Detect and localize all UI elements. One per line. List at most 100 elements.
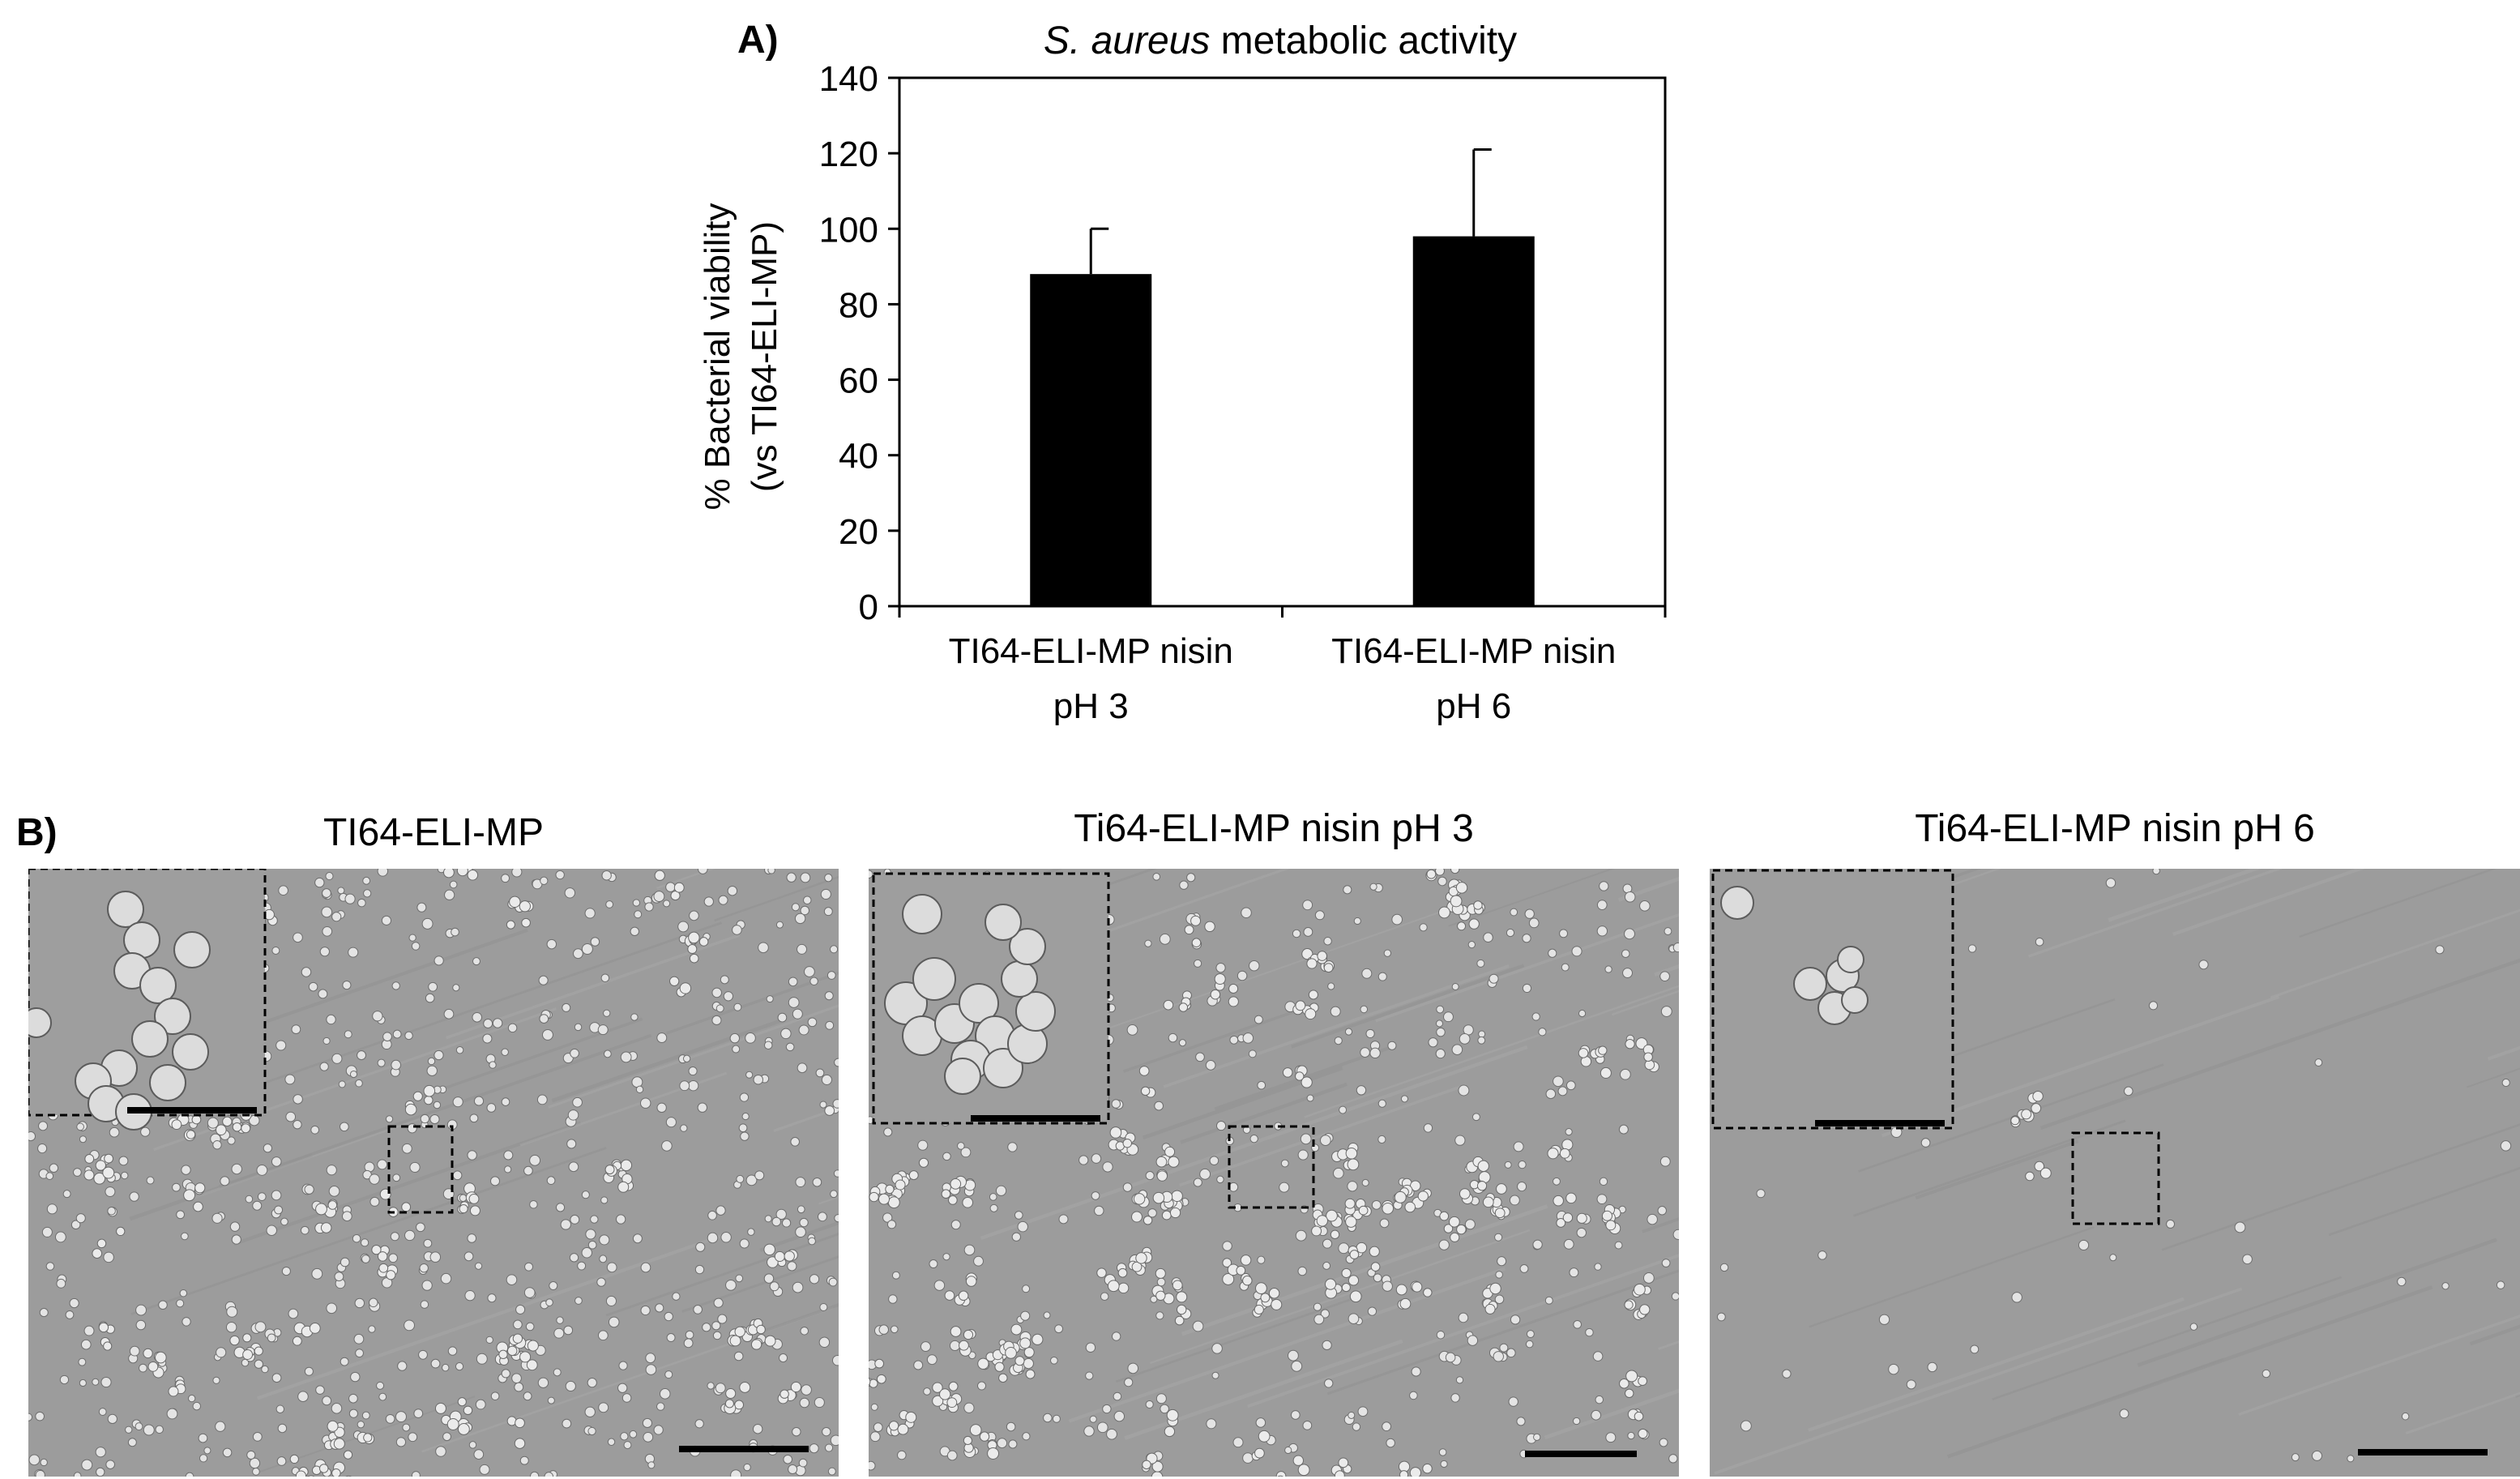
bacterial-cell	[1127, 1362, 1139, 1374]
bacterial-cell	[745, 1071, 754, 1079]
bacterial-cell	[376, 1381, 385, 1390]
bacterial-cell	[1255, 1417, 1266, 1428]
bacterial-cell	[1257, 1080, 1266, 1090]
bacterial-cell	[1496, 1183, 1507, 1195]
bacterial-cell	[798, 1458, 808, 1468]
inset-bacterial-cell	[983, 1048, 1023, 1088]
bacterial-cell	[995, 1185, 1007, 1196]
bacterial-cell	[385, 1115, 394, 1123]
bacterial-cell	[1145, 1171, 1155, 1181]
bacterial-cell	[1624, 928, 1635, 940]
bacterial-cell	[1242, 1032, 1254, 1044]
bacterial-cell	[2234, 1221, 2246, 1233]
bacterial-cell	[1155, 1311, 1164, 1320]
bacterial-cell	[663, 900, 671, 908]
bacterial-cell	[1357, 1406, 1369, 1417]
bacterial-cell	[289, 1454, 299, 1464]
bacterial-cell	[1334, 1037, 1343, 1045]
bacterial-cell	[929, 1259, 938, 1269]
bacterial-cell	[1313, 1314, 1325, 1325]
bacterial-cell	[254, 1346, 263, 1356]
bacterial-cell	[433, 1101, 442, 1109]
bacterial-cell	[604, 1165, 615, 1175]
bacterial-cell	[446, 1418, 459, 1430]
inset-bacterial-cell	[944, 1058, 981, 1095]
bacterial-cell	[775, 1208, 787, 1220]
bacterial-cell	[363, 889, 372, 898]
bacterial-cell	[1457, 921, 1467, 931]
bacterial-cell	[1284, 1446, 1292, 1455]
bacterial-cell	[555, 1203, 566, 1212]
bacterial-cell	[553, 1327, 565, 1339]
bacterial-cell	[1316, 1215, 1328, 1227]
bacterial-cell	[227, 1136, 236, 1145]
bacterial-cell	[1179, 880, 1189, 890]
bacterial-cell	[1517, 1182, 1527, 1192]
bacterial-cell	[1100, 1292, 1109, 1302]
bacterial-cell	[711, 1015, 722, 1026]
bacterial-cell	[1301, 948, 1313, 960]
bacterial-cell	[452, 1096, 463, 1108]
bacterial-cell	[1888, 1363, 1899, 1375]
bacterial-cell	[357, 1421, 365, 1429]
bacterial-cell	[1524, 908, 1535, 919]
bacterial-cell	[95, 1447, 106, 1458]
bacterial-cell	[45, 1262, 55, 1271]
bacterial-cell	[829, 945, 839, 954]
bacterial-cell	[377, 1058, 386, 1067]
chart-title-italic: S. aureus	[1044, 19, 1210, 62]
bacterial-cell	[601, 870, 612, 881]
bacterial-cell	[288, 1308, 299, 1319]
inset-bacterial-cell	[912, 957, 956, 1001]
inset-scale-bar	[127, 1107, 257, 1114]
bacterial-cell	[472, 1011, 483, 1023]
bacterial-cell	[960, 1147, 972, 1158]
bacterial-cell	[1473, 900, 1483, 910]
bacterial-cell	[1518, 1160, 1527, 1169]
bacterial-cell	[620, 1051, 632, 1063]
bacterial-cell	[452, 1170, 463, 1181]
bacterial-cell	[890, 1325, 899, 1334]
bacterial-cell	[369, 1196, 380, 1207]
bacterial-cell	[479, 1464, 490, 1475]
bacterial-cell	[385, 1413, 395, 1424]
bacterial-cell	[1624, 891, 1636, 903]
bacterial-cell	[1409, 1467, 1421, 1477]
bacterial-cell	[1399, 1470, 1409, 1477]
surface-streak	[1123, 1002, 1318, 1073]
bacterial-cell	[421, 917, 434, 930]
bacterial-cell	[1109, 1126, 1122, 1139]
bacterial-cell	[254, 1321, 267, 1333]
bacterial-cell	[1647, 1213, 1658, 1225]
bacterial-cell	[1557, 1086, 1568, 1096]
bacterial-cell	[211, 1212, 223, 1224]
inset-bacterial-cell	[1793, 967, 1827, 1001]
bacterial-cell	[322, 925, 333, 937]
bacterial-cell	[870, 1403, 878, 1411]
bacterial-cell	[377, 1159, 388, 1170]
bacterial-cell	[1382, 1280, 1393, 1292]
bacterial-cell	[1436, 1005, 1445, 1014]
bacterial-cell	[378, 1392, 387, 1401]
bacterial-cell	[295, 1470, 306, 1477]
bacterial-cell	[926, 1354, 938, 1366]
bacterial-cell	[629, 1430, 638, 1438]
bacterial-cell	[828, 1277, 838, 1287]
surface-streak	[1448, 869, 1615, 927]
bacterial-cell	[659, 1388, 671, 1400]
bacterial-cell	[304, 1366, 314, 1376]
bacterial-cell	[734, 1326, 745, 1337]
bacterial-cell	[92, 1248, 103, 1259]
bacterial-cell	[1014, 1356, 1025, 1366]
bacterial-cell	[655, 1303, 664, 1313]
bacterial-cell	[1191, 938, 1202, 947]
bacterial-cell	[35, 1411, 45, 1421]
bacterial-cell	[950, 1326, 962, 1337]
bacterial-cell	[1614, 1241, 1623, 1250]
bacterial-cell	[1344, 1028, 1353, 1036]
bacterial-cell	[1369, 883, 1377, 891]
bacterial-cell	[271, 1156, 282, 1167]
bacterial-cell	[140, 1126, 151, 1137]
bacterial-cell	[166, 1408, 178, 1420]
zoom-region-box	[1228, 1125, 1315, 1209]
